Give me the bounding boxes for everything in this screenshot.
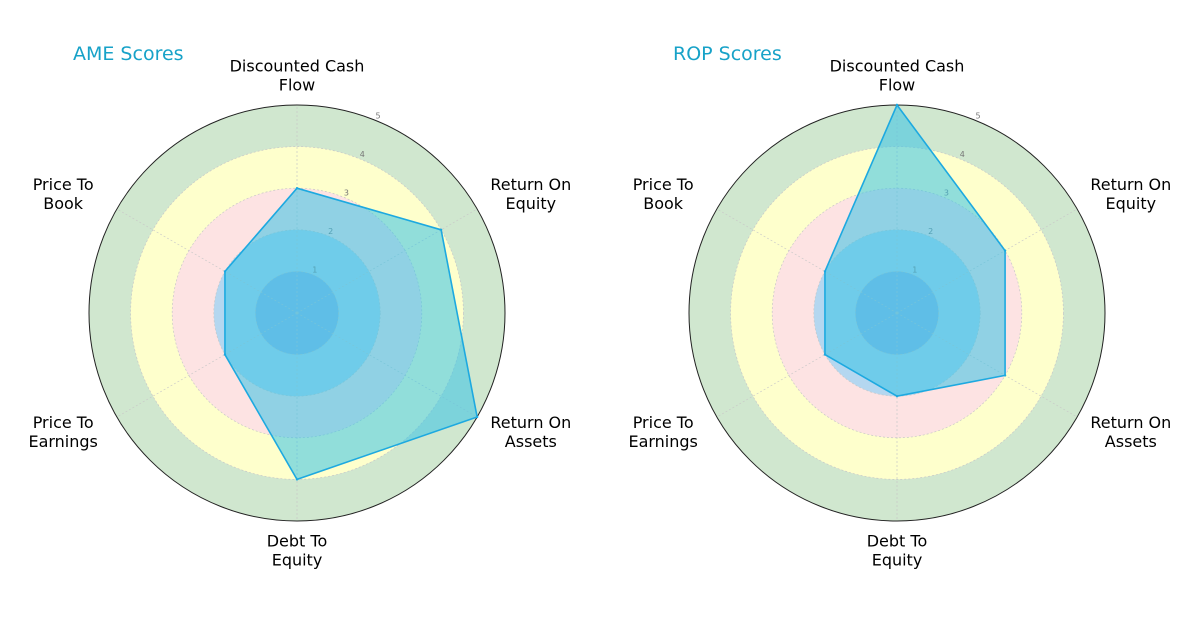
- data-point: [895, 103, 899, 107]
- radial-gridline: [730, 146, 1064, 480]
- axis-label: Price To Earnings: [28, 413, 97, 451]
- axis-label: Return On Assets: [1090, 413, 1171, 451]
- data-point: [439, 228, 443, 231]
- data-point: [295, 478, 299, 481]
- radial-tick-label: 4: [360, 150, 365, 159]
- data-point: [223, 353, 227, 356]
- axis-label: Return On Equity: [490, 175, 571, 213]
- axis-label: Price To Book: [633, 175, 694, 213]
- radial-gridline: [771, 187, 1023, 439]
- data-point: [295, 187, 299, 190]
- data-point: [1003, 249, 1007, 252]
- radial-tick-label: 4: [960, 150, 965, 159]
- axis-label: Debt To Equity: [867, 532, 928, 570]
- axis-label: Discounted Cash Flow: [230, 56, 365, 94]
- axis-spoke: [116, 312, 298, 418]
- axis-label: Price To Earnings: [628, 413, 697, 451]
- data-point: [475, 415, 479, 419]
- data-point: [823, 270, 827, 273]
- polar-frame: [88, 104, 506, 522]
- radial-tick-label: 3: [344, 189, 349, 198]
- axis-label: Price To Book: [33, 175, 94, 213]
- axis-spoke: [116, 208, 298, 314]
- axis-label: Debt To Equity: [267, 532, 328, 570]
- data-point: [223, 270, 227, 273]
- data-point: [895, 395, 899, 398]
- radar-chart-ame: AME Scores 12345Discounted CashFlowRetur…: [28, 43, 571, 570]
- radar-chart-rop: ROP Scores 12345Discounted CashFlowRetur…: [628, 43, 1171, 570]
- axis-label: Return On Assets: [490, 413, 571, 451]
- axis-label: Return On Equity: [1090, 175, 1171, 213]
- radial-tick-label: 5: [976, 112, 981, 121]
- chart-title: ROP Scores: [673, 43, 782, 65]
- chart-title: AME Scores: [73, 43, 184, 65]
- axis-spoke: [716, 312, 898, 418]
- data-point: [1003, 374, 1007, 377]
- axis-label: Discounted Cash Flow: [830, 56, 965, 94]
- radial-tick-label: 5: [376, 112, 381, 121]
- data-point: [823, 353, 827, 356]
- axis-spoke: [716, 208, 898, 314]
